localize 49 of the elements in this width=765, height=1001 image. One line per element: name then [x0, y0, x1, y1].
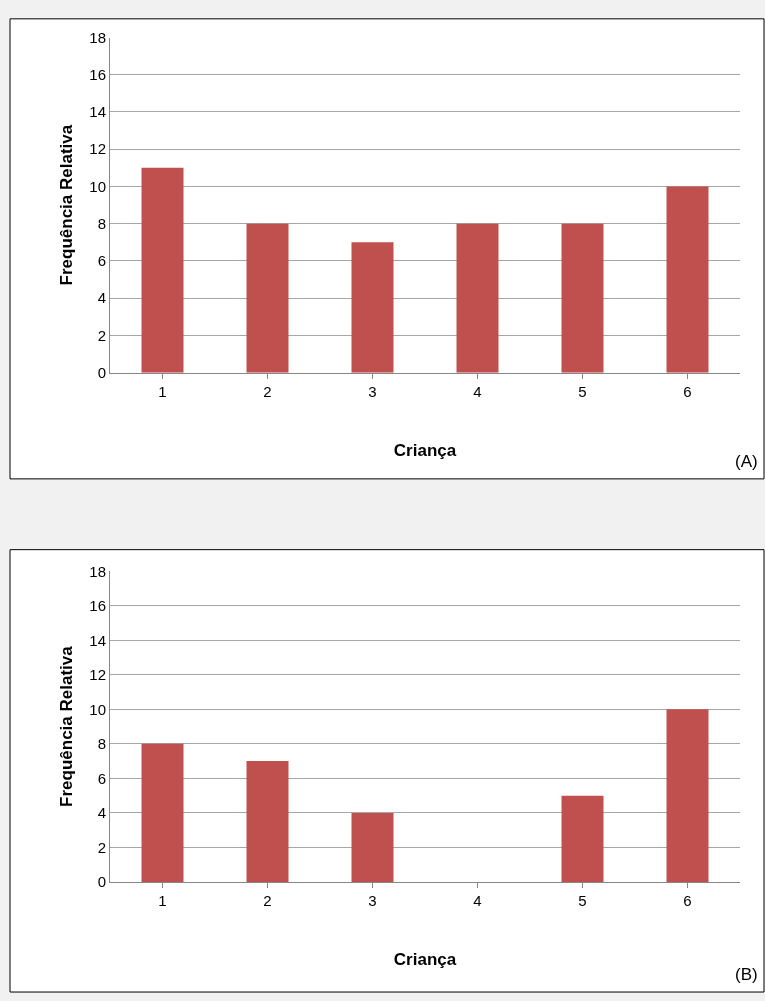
x-tick-label: 4 — [473, 382, 482, 400]
y-tick-label: 0 — [97, 873, 106, 891]
x-tick-label: 1 — [158, 382, 167, 400]
x-axis-title: Criança — [393, 441, 457, 461]
y-tick-label: 6 — [97, 252, 106, 270]
x-tick-label: 6 — [683, 891, 692, 909]
bar — [561, 795, 604, 882]
y-tick-label: 0 — [97, 363, 106, 381]
bar — [351, 242, 394, 373]
bar — [141, 167, 184, 373]
bar — [456, 223, 499, 373]
bar — [561, 223, 604, 373]
x-axis-title: Criança — [393, 950, 457, 970]
y-tick-label: 2 — [97, 838, 106, 856]
x-tick-label: 1 — [158, 891, 167, 909]
y-tick-label: 16 — [89, 66, 106, 84]
x-tick-label: 5 — [578, 891, 587, 909]
x-tick-label: 4 — [473, 891, 482, 909]
y-tick-label: 16 — [89, 597, 106, 615]
x-tick-label: 6 — [683, 382, 692, 400]
y-tick-label: 8 — [97, 214, 106, 232]
bar — [351, 812, 394, 882]
x-tick-label: 3 — [368, 891, 377, 909]
bar — [246, 761, 289, 882]
y-tick-label: 18 — [89, 562, 106, 580]
y-tick-label: 12 — [89, 140, 106, 158]
y-tick-label: 10 — [89, 177, 106, 195]
bar — [666, 186, 709, 373]
y-tick-label: 14 — [89, 103, 106, 121]
y-tick-label: 8 — [97, 735, 106, 753]
bar — [141, 743, 184, 882]
x-tick-label: 3 — [368, 382, 377, 400]
y-tick-label: 10 — [89, 700, 106, 718]
text: (A) — [735, 452, 758, 471]
x-tick-label: 2 — [263, 382, 272, 400]
text: (B) — [735, 965, 758, 984]
y-tick-label: 18 — [89, 28, 106, 46]
y-tick-label: 4 — [97, 289, 106, 307]
y-tick-label: 14 — [89, 631, 106, 649]
y-axis-title: Frequência Relativa — [56, 645, 76, 807]
bar — [666, 709, 709, 882]
y-tick-label: 6 — [97, 769, 106, 787]
y-tick-label: 4 — [97, 804, 106, 822]
x-tick-label: 5 — [578, 382, 587, 400]
y-tick-label: 2 — [97, 326, 106, 344]
x-tick-label: 2 — [263, 891, 272, 909]
y-axis-title: Frequência Relativa — [56, 124, 76, 286]
bar — [246, 223, 289, 373]
y-tick-label: 12 — [89, 666, 106, 684]
